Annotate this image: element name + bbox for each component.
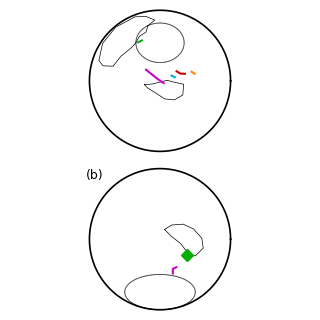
Text: (b): (b)	[86, 169, 104, 182]
